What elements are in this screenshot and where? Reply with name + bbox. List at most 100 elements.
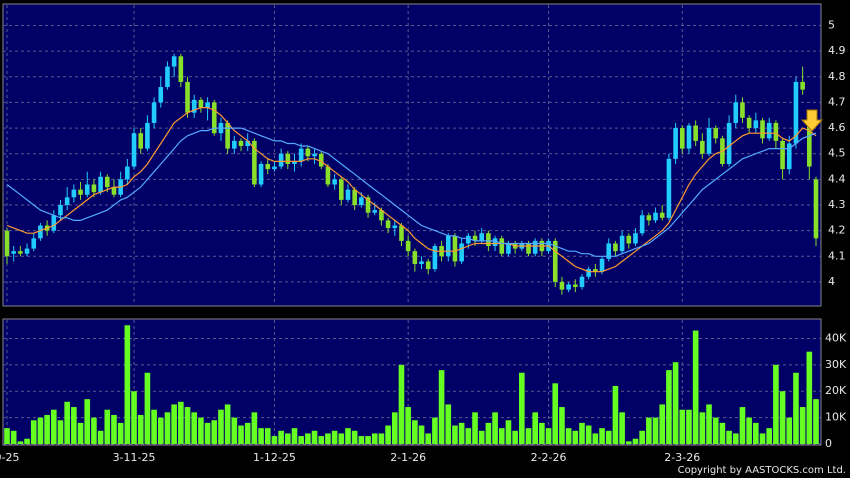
plot-layer: 4 4.1 4.2 4.3 4.4 4.5 4.6 4.7 4.8 4.9 5 0 10K 20K 30K 4…	[0, 5, 847, 464]
volume-bar	[57, 420, 64, 444]
volume-bar	[331, 430, 338, 444]
volume-bar	[91, 417, 97, 444]
price-panel	[2, 3, 822, 307]
volume-bar	[345, 428, 351, 444]
volume-bar	[712, 417, 719, 444]
volume-bar	[418, 425, 425, 444]
candle-body	[532, 240, 538, 254]
candle-body	[472, 235, 478, 241]
volume-bar	[144, 372, 151, 444]
candle-body	[64, 197, 70, 205]
candle-body	[211, 102, 217, 134]
candle-body	[245, 140, 250, 147]
candle-body	[298, 148, 304, 162]
volume-bar	[719, 422, 726, 444]
volume-bar	[258, 428, 264, 444]
volume-bar	[251, 412, 258, 444]
candle-body	[626, 235, 632, 244]
candle-body	[593, 269, 598, 272]
candle-body	[633, 233, 638, 244]
candle-body	[325, 166, 331, 185]
volume-bar	[559, 407, 565, 444]
volume-bar	[759, 433, 766, 444]
volume-bar	[632, 438, 639, 444]
volume-bar	[699, 412, 706, 444]
x-tick-label: 2-2-26	[531, 451, 567, 464]
volume-bar	[325, 433, 331, 444]
volume-bar	[799, 407, 806, 444]
y-tick-label: 4.7	[828, 95, 846, 108]
volume-bar	[806, 351, 813, 444]
volume-bar	[639, 430, 645, 444]
volume-bar	[478, 430, 485, 444]
candle-body	[780, 140, 785, 170]
volume-bar	[238, 425, 244, 444]
volume-bar	[813, 399, 819, 444]
candle-body	[726, 122, 732, 164]
y-tick-label: 4.4	[828, 172, 846, 185]
volume-bar	[371, 433, 378, 444]
candle-body	[559, 281, 565, 290]
volume-bar	[525, 428, 532, 444]
candle-body	[746, 117, 752, 129]
candle-body	[713, 128, 719, 139]
y-tick-label: 4	[828, 275, 835, 288]
volume-bar	[64, 401, 70, 444]
volume-bar	[672, 362, 679, 444]
candle-body	[18, 251, 23, 254]
candle-body	[318, 153, 324, 167]
candle-body	[272, 166, 277, 170]
volume-bar	[686, 409, 692, 444]
volume-bar	[244, 422, 251, 444]
volume-bar	[519, 372, 525, 444]
candle-body	[258, 163, 264, 185]
candle-body	[646, 215, 652, 221]
candle-body	[486, 233, 491, 247]
volume-bar	[612, 385, 619, 444]
candle-body	[145, 122, 150, 149]
volume-bar	[572, 430, 579, 444]
volume-bar	[619, 412, 625, 444]
candle-body	[198, 99, 204, 108]
volume-bar	[786, 417, 793, 444]
candle-body	[345, 189, 351, 200]
volume-bar	[365, 436, 371, 444]
y2-tick-label: 10K	[825, 411, 847, 424]
volume-bar	[117, 422, 124, 444]
candle-body	[278, 153, 284, 167]
candle-body	[71, 189, 77, 198]
candle-body	[131, 133, 137, 167]
volume-bar	[305, 433, 311, 444]
volume-bar	[271, 436, 278, 444]
candle-body	[405, 240, 411, 252]
candle-body	[573, 284, 578, 288]
candle-body	[706, 128, 712, 154]
candle-body	[599, 258, 605, 272]
candle-body	[332, 179, 337, 185]
volume-bar	[385, 425, 391, 444]
volume-bar	[218, 409, 224, 444]
candle-body	[432, 246, 438, 270]
y-tick-label: 4.9	[828, 44, 846, 57]
volume-bar	[458, 422, 465, 444]
volume-bar	[131, 391, 137, 444]
candle-body	[171, 56, 177, 67]
candle-body	[51, 215, 57, 231]
volume-bar	[432, 417, 438, 444]
candle-body	[700, 140, 705, 154]
candle-body	[238, 140, 244, 147]
candle-body	[399, 225, 404, 241]
moving-average-line	[6, 107, 817, 273]
volume-bar	[44, 414, 50, 444]
volume-bar	[124, 325, 131, 444]
y-tick-label: 4.1	[828, 249, 846, 262]
x-tick-label: 0-25	[0, 451, 19, 464]
volume-bar	[739, 407, 746, 444]
volume-bar	[164, 412, 171, 444]
volume-bar	[198, 417, 204, 444]
volume-bar	[625, 441, 632, 444]
volume-bar	[30, 420, 37, 444]
volume-bar	[692, 330, 699, 444]
candle-body	[191, 99, 197, 113]
volume-bar	[104, 409, 111, 444]
